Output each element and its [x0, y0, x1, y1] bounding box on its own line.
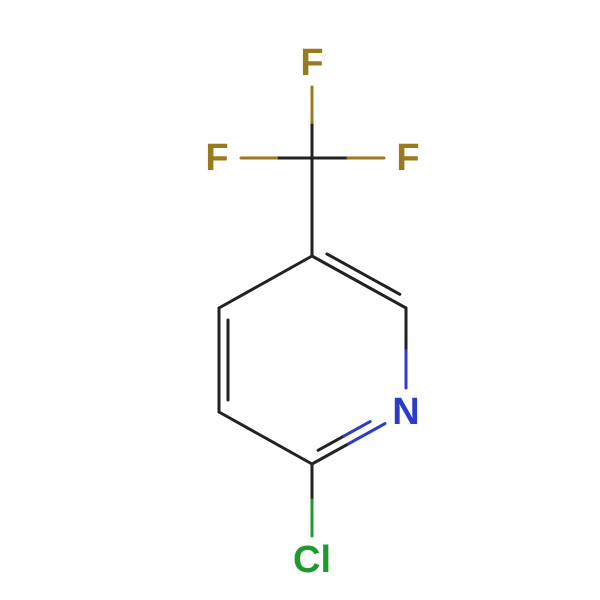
atom-label-f: F	[396, 137, 419, 179]
molecule-diagram: N Cl F F F	[0, 0, 600, 600]
bond	[312, 444, 348, 464]
atom-label-f: F	[300, 42, 323, 84]
atom-label-n: N	[392, 391, 419, 433]
bond	[327, 254, 400, 294]
atom-label-f: F	[205, 137, 228, 179]
bond	[219, 256, 312, 308]
atom-label-cl: Cl	[293, 539, 331, 581]
bond	[219, 412, 312, 464]
bond	[312, 256, 406, 308]
bond	[348, 424, 384, 444]
